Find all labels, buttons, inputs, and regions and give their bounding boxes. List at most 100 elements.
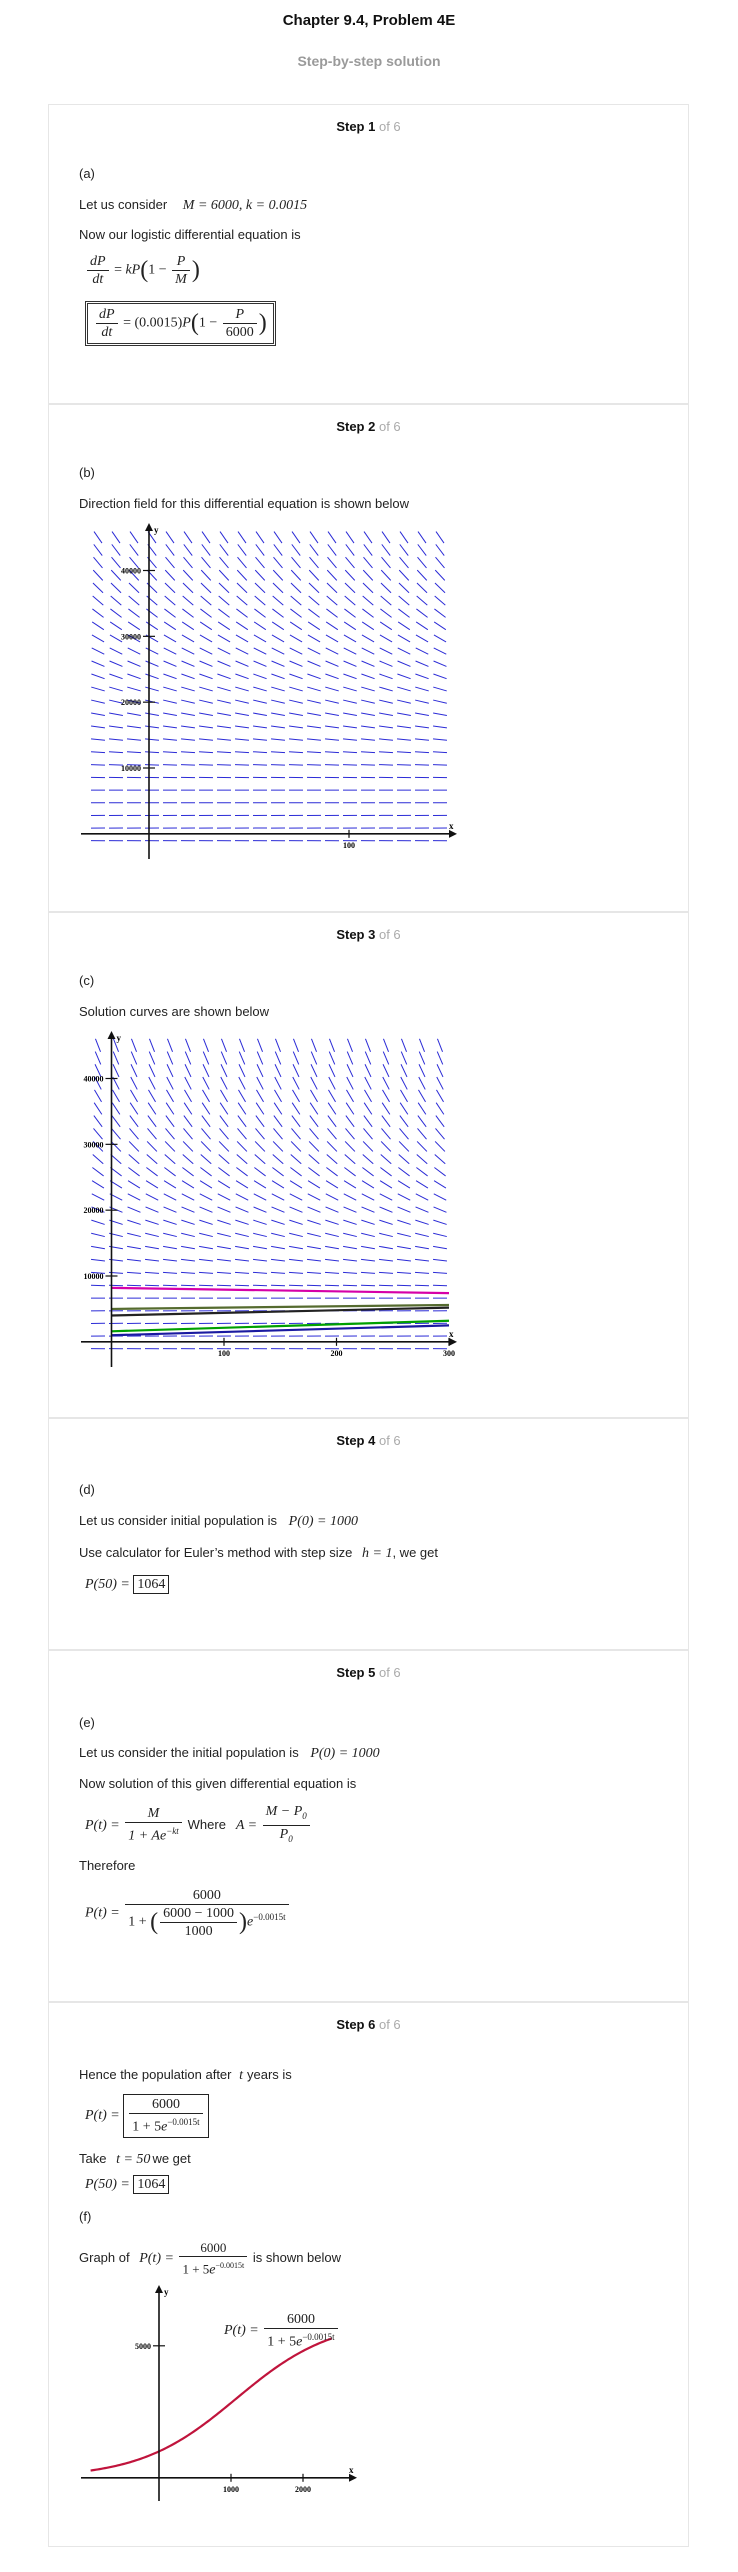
slope-segment xyxy=(399,1128,409,1140)
math-initial: P(0) = 1000 xyxy=(288,1514,358,1529)
slope-segment xyxy=(418,1038,426,1053)
slope-segment xyxy=(433,1193,447,1201)
slope-segment xyxy=(271,660,285,667)
slope-segment xyxy=(91,699,105,704)
slope-segment xyxy=(256,1051,264,1065)
slope-segment xyxy=(217,699,231,704)
slope-segment xyxy=(400,1089,408,1103)
slope-segment xyxy=(235,712,249,717)
slope-segment xyxy=(415,621,429,631)
slope-segment xyxy=(343,699,357,704)
slope-segment xyxy=(218,608,230,618)
slope-segment xyxy=(91,1219,105,1225)
slope-segment xyxy=(164,1167,176,1177)
slope-segment xyxy=(306,725,322,729)
slope-segment xyxy=(199,1206,213,1213)
slope-segment xyxy=(92,582,104,594)
slope-segment xyxy=(289,673,303,680)
slope-segment xyxy=(381,1115,391,1128)
slope-segment xyxy=(90,1271,106,1274)
slope-segment xyxy=(146,608,158,618)
slope-segment xyxy=(307,686,321,692)
slope-segment xyxy=(255,531,265,544)
part-label: (e) xyxy=(79,1715,95,1730)
slope-segment xyxy=(93,556,103,569)
slope-segment xyxy=(163,699,177,704)
slope-segment xyxy=(236,1141,248,1152)
slope-segment xyxy=(362,608,374,618)
slope-segment xyxy=(199,1232,213,1238)
slope-segment xyxy=(399,1115,409,1128)
slope-segment xyxy=(94,1038,102,1053)
slope-segment xyxy=(343,1206,357,1213)
slope-segment xyxy=(145,1219,159,1225)
slope-segment xyxy=(309,531,319,544)
slope-segment xyxy=(362,1141,374,1152)
slope-segment xyxy=(198,738,214,741)
slope-segment xyxy=(414,1271,430,1274)
equation-logistic: dP dt = kP(1 − P M) xyxy=(85,253,200,288)
step-header: Step 4 of 6 xyxy=(49,1433,688,1448)
slope-segment xyxy=(382,1051,390,1065)
slope-segment xyxy=(308,608,320,618)
step-text: Solution curves are shown below xyxy=(79,1004,270,1019)
step-5-card: Step 5 of 6 (e) Let us consider the init… xyxy=(48,1650,689,2002)
solution-curve xyxy=(111,1324,450,1337)
slope-segment xyxy=(255,1115,265,1128)
slope-segment xyxy=(274,1076,282,1090)
slope-segment xyxy=(379,686,393,692)
math-step-size: h = 1 xyxy=(362,1546,393,1561)
x-tick-label: 1000 xyxy=(223,2485,239,2494)
slope-segment xyxy=(382,1089,390,1103)
slope-segment xyxy=(217,1193,231,1201)
solution-curve xyxy=(111,1286,450,1295)
slope-segment xyxy=(145,673,159,680)
slope-segment xyxy=(397,699,411,704)
slope-segment xyxy=(219,556,229,569)
slope-segment xyxy=(166,1089,174,1103)
slope-segment xyxy=(324,1258,340,1262)
slope-segment xyxy=(363,1115,373,1128)
slope-segment xyxy=(418,1064,426,1078)
slope-segment xyxy=(217,621,231,631)
slope-segment xyxy=(91,634,105,643)
slope-segment xyxy=(238,1089,246,1103)
slope-segment xyxy=(182,595,194,606)
slope-segment xyxy=(202,1076,210,1090)
slope-segment xyxy=(343,660,357,667)
slope-segment xyxy=(165,1128,175,1140)
slope-segment xyxy=(307,1232,321,1238)
slope-segment xyxy=(180,1258,196,1262)
step-label: Step 5 xyxy=(336,1665,376,1680)
slope-segment xyxy=(126,738,142,741)
slope-segment xyxy=(342,1258,358,1262)
slope-segment xyxy=(237,556,247,569)
step-header: Step 3 of 6 xyxy=(49,927,688,942)
step-count: of 6 xyxy=(378,1665,401,1680)
slope-segment xyxy=(234,738,250,741)
slope-segment xyxy=(218,1141,230,1152)
slope-segment xyxy=(274,1089,282,1103)
slope-segment xyxy=(199,1245,213,1250)
slope-segment xyxy=(382,1064,390,1078)
slope-segment xyxy=(362,1154,374,1165)
slope-segment xyxy=(162,1258,178,1262)
slope-segment xyxy=(307,660,321,667)
slope-segment xyxy=(325,712,339,717)
slope-segment xyxy=(236,595,248,606)
slope-segment xyxy=(127,1232,141,1238)
slope-segment xyxy=(235,1180,249,1189)
slope-segment xyxy=(325,699,339,704)
slope-segment xyxy=(110,582,122,594)
slope-segment xyxy=(256,1038,264,1053)
slope-segment xyxy=(289,621,303,631)
slope-segment xyxy=(237,531,247,544)
slope-segment xyxy=(253,1232,267,1238)
slope-segment xyxy=(163,634,177,643)
slope-segment xyxy=(110,608,122,618)
text-initial-population: Let us consider initial population is xyxy=(79,1513,278,1528)
slope-segment xyxy=(379,634,393,643)
slope-segment xyxy=(217,712,231,717)
slope-segment xyxy=(309,1128,319,1140)
slope-segment xyxy=(291,544,301,556)
